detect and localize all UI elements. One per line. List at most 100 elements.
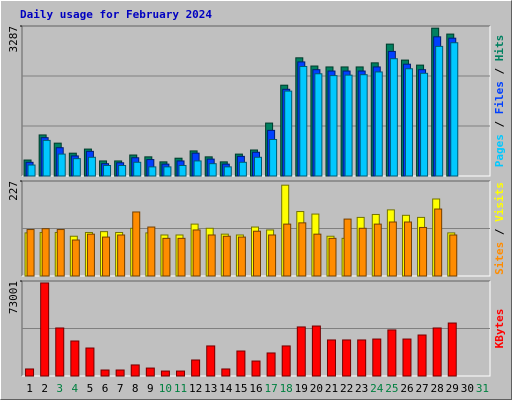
bar <box>373 223 382 277</box>
bar <box>389 58 398 177</box>
bar <box>117 234 126 277</box>
bar <box>86 233 95 277</box>
bar <box>388 221 397 277</box>
bar <box>193 160 202 177</box>
x-tick-label: 30 <box>461 382 474 395</box>
bar <box>326 339 336 377</box>
bar <box>434 208 443 277</box>
bar <box>55 327 65 377</box>
x-tick-label: 3 <box>56 382 63 395</box>
legend-entry: Hits <box>493 35 506 62</box>
bar <box>236 350 246 377</box>
bar <box>359 74 368 177</box>
bar <box>281 345 291 377</box>
bar <box>147 226 156 277</box>
bar <box>26 229 35 277</box>
x-tick-label: 12 <box>189 382 202 395</box>
bar <box>207 234 216 277</box>
bar <box>100 369 110 377</box>
bar <box>314 73 323 177</box>
legend-entry: Files <box>493 81 506 114</box>
x-tick-label: 20 <box>310 382 323 395</box>
legend-separator: / <box>493 114 506 134</box>
bar <box>432 327 442 377</box>
bar <box>419 226 428 277</box>
bar <box>223 166 232 177</box>
bar <box>449 234 458 277</box>
bar <box>133 161 142 177</box>
bar <box>372 338 382 377</box>
bar <box>70 340 80 377</box>
bar <box>178 165 187 177</box>
bar <box>268 234 277 277</box>
bar <box>254 156 262 177</box>
bar <box>342 339 352 377</box>
x-tick-label: 7 <box>117 382 124 395</box>
bar <box>450 42 459 177</box>
x-tick-label: 22 <box>340 382 353 395</box>
x-tick-label: 21 <box>325 382 338 395</box>
x-tick-label: 14 <box>219 382 233 395</box>
x-tick-label: 18 <box>280 382 293 395</box>
bar <box>403 221 412 277</box>
bar <box>266 352 276 377</box>
legend-entry: KBytes <box>493 309 506 349</box>
legend-separator: / <box>493 222 506 242</box>
legend: KBytes <box>493 309 506 349</box>
bar <box>344 74 353 177</box>
bar <box>404 68 413 177</box>
bar <box>160 370 170 377</box>
bar <box>343 218 352 277</box>
bar <box>57 153 66 177</box>
bar <box>115 369 125 377</box>
bar <box>177 237 186 277</box>
bar <box>420 72 429 177</box>
x-tick-label: 15 <box>234 382 247 395</box>
bar <box>103 165 112 177</box>
bar <box>402 338 412 377</box>
bar <box>162 237 171 277</box>
bar <box>237 236 246 277</box>
bar <box>206 345 216 377</box>
bar <box>328 237 337 277</box>
bar <box>176 370 186 377</box>
bar <box>284 90 293 177</box>
bar <box>329 75 338 177</box>
x-tick-label: 11 <box>174 382 187 395</box>
bar <box>435 45 444 177</box>
bar <box>40 282 50 377</box>
x-tick-label: 2 <box>41 382 48 395</box>
bar <box>387 329 397 377</box>
x-tick-label: 9 <box>147 382 154 395</box>
bar <box>269 138 278 177</box>
legend-entry: Visits <box>493 182 506 222</box>
chart-title: Daily usage for February 2024 <box>20 8 212 21</box>
legend-entry: Pages <box>493 134 506 167</box>
bar <box>283 223 292 277</box>
x-tick-label: 28 <box>431 382 444 395</box>
bar <box>251 360 261 377</box>
bar <box>221 368 231 377</box>
legend: Sites / Visits <box>493 182 506 275</box>
bar <box>358 227 367 277</box>
bar <box>191 359 201 377</box>
x-tick-label: 1 <box>26 382 33 395</box>
y-tick-label: 73001 <box>7 281 20 314</box>
bar <box>87 156 96 177</box>
y-tick-label: 3287 <box>7 26 20 53</box>
x-tick-label: 4 <box>72 382 79 395</box>
bar <box>374 71 383 177</box>
x-tick-label: 26 <box>400 382 413 395</box>
bar <box>313 233 322 277</box>
bar <box>25 368 35 377</box>
bar <box>238 161 247 177</box>
bar <box>208 163 217 177</box>
x-tick-label: 31 <box>476 382 489 395</box>
bar <box>299 65 308 177</box>
x-tick-label: 10 <box>159 382 172 395</box>
bar <box>417 334 427 377</box>
bar <box>357 339 367 377</box>
bar <box>253 230 261 277</box>
